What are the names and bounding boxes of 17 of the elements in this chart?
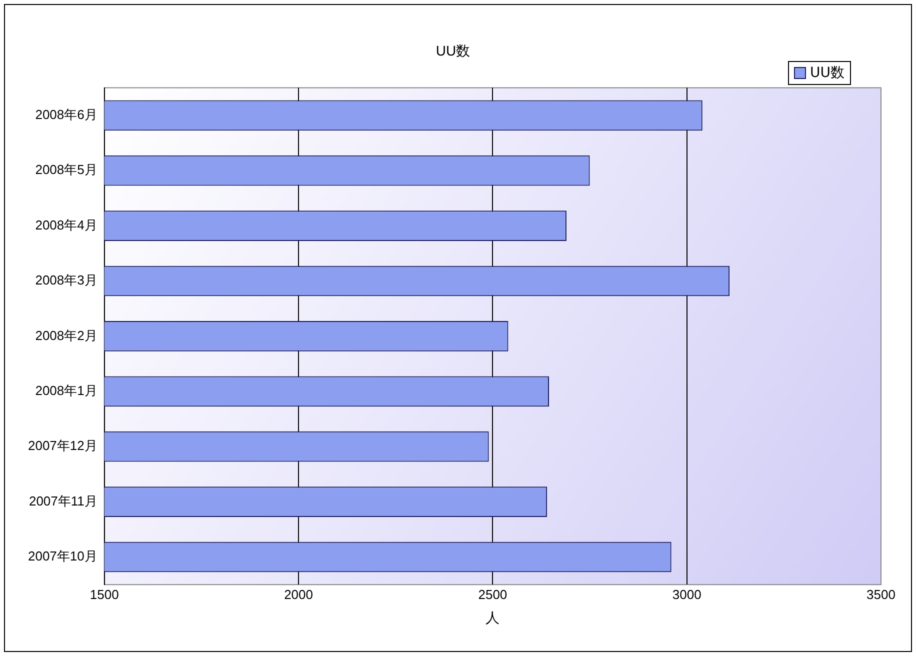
x-tick-label: 1500 — [90, 586, 119, 602]
x-tick-label: 3000 — [672, 586, 702, 602]
text: UU数 — [810, 64, 844, 82]
y-tick-label: 2008年1月 — [35, 382, 98, 398]
y-tick-label: 2008年3月 — [35, 272, 98, 288]
y-tick-label: 2007年10月 — [28, 548, 98, 564]
x-tick-label: 3500 — [866, 586, 896, 602]
x-tick-label: 2500 — [478, 586, 508, 602]
x-axis-title: 人 — [486, 609, 500, 626]
chart-title: UU数 — [436, 42, 470, 58]
x-tick-label: 2000 — [284, 586, 313, 602]
y-tick-label: 2008年5月 — [35, 162, 98, 178]
y-tick-label: 2008年2月 — [35, 328, 98, 343]
y-tick-label: 2007年11月 — [28, 493, 98, 508]
y-tick-label: 2007年12月 — [28, 438, 98, 454]
y-tick-label: 2008年6月 — [35, 106, 98, 122]
y-tick-label: 2008年4月 — [35, 217, 98, 232]
